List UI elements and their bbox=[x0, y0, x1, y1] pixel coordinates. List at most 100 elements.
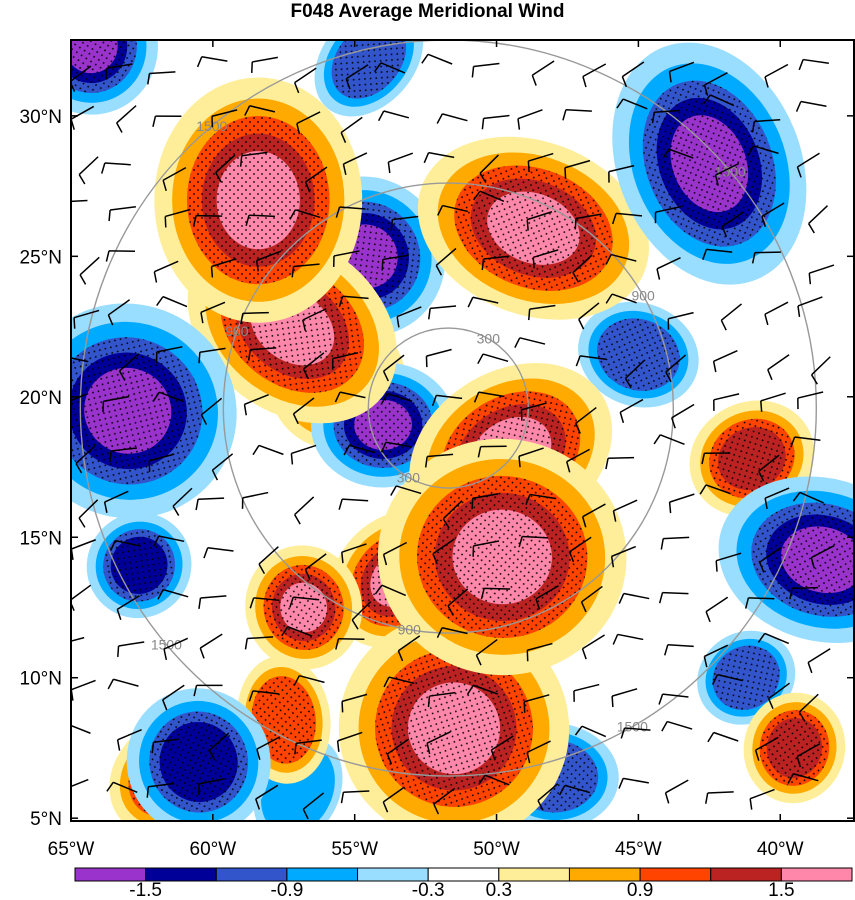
wind-barb bbox=[798, 693, 819, 722]
wind-barb bbox=[244, 636, 274, 650]
wind-barb bbox=[764, 301, 789, 326]
wind-barb bbox=[71, 357, 89, 363]
wind-barb bbox=[116, 729, 142, 751]
wind-barb bbox=[651, 109, 681, 124]
wind-barb bbox=[340, 116, 363, 143]
wind-barb bbox=[749, 788, 775, 810]
wind-barb bbox=[790, 436, 821, 448]
wind-barb bbox=[526, 211, 553, 231]
wind-barbs bbox=[71, 53, 835, 820]
wind-barb bbox=[624, 359, 645, 389]
x-tick-label: 50°W bbox=[473, 839, 520, 860]
wind-barb bbox=[164, 208, 191, 228]
wind-barb bbox=[248, 690, 279, 702]
wind-barb bbox=[351, 601, 372, 630]
range-ring-label: 300 bbox=[477, 331, 501, 347]
wind-barb bbox=[447, 588, 469, 616]
wind-barb bbox=[432, 538, 455, 565]
wind-barb bbox=[118, 353, 140, 381]
wind-barb bbox=[387, 152, 414, 174]
x-tick-label: 60°W bbox=[190, 839, 237, 860]
wind-barb bbox=[481, 255, 510, 271]
wind-barb bbox=[239, 151, 268, 167]
wind-barb bbox=[293, 674, 325, 686]
wind-barb bbox=[616, 98, 648, 110]
wind-barb bbox=[810, 544, 835, 569]
wind-barb bbox=[702, 248, 733, 260]
wind-barb bbox=[302, 792, 325, 820]
wind-barb bbox=[377, 110, 410, 122]
wind-barb bbox=[153, 535, 185, 547]
wind-barb bbox=[374, 584, 407, 597]
plot-frame bbox=[70, 39, 855, 822]
wind-barb bbox=[581, 503, 606, 528]
wind-barb bbox=[795, 100, 827, 112]
wind-barb bbox=[107, 678, 139, 690]
wind-barb bbox=[520, 402, 547, 421]
wind-barb bbox=[573, 683, 600, 702]
wind-barb bbox=[653, 434, 685, 446]
wind-barb bbox=[373, 62, 406, 74]
significance-stipple bbox=[718, 427, 786, 491]
field-blob bbox=[578, 301, 699, 408]
wind-barb bbox=[618, 592, 650, 604]
wind-barb bbox=[79, 256, 100, 285]
wind-barb bbox=[527, 152, 554, 173]
wind-barb bbox=[658, 591, 689, 604]
wind-barb bbox=[249, 597, 280, 609]
wind-barb bbox=[798, 58, 829, 71]
wind-barb bbox=[382, 786, 405, 813]
wind-barb bbox=[754, 736, 779, 761]
y-tick-label: 20°N bbox=[20, 388, 62, 409]
field-blob bbox=[743, 692, 846, 804]
wind-barb bbox=[107, 299, 130, 326]
wind-barb bbox=[611, 212, 643, 225]
wind-barb bbox=[334, 391, 366, 403]
wind-barb bbox=[787, 773, 819, 784]
wind-barb bbox=[75, 445, 96, 474]
significance-stipple bbox=[452, 509, 552, 605]
wind-barb bbox=[425, 348, 452, 368]
wind-barb bbox=[572, 254, 593, 283]
wind-barb bbox=[703, 94, 735, 107]
wind-barb bbox=[564, 159, 591, 179]
wind-barb bbox=[211, 109, 238, 128]
wind-barb bbox=[467, 296, 499, 308]
wind-barb bbox=[664, 779, 689, 804]
wind-barb bbox=[247, 347, 277, 361]
wind-barb bbox=[767, 354, 790, 381]
wind-barb bbox=[302, 352, 325, 380]
wind-barb bbox=[155, 346, 183, 363]
colorbar-label: 0.3 bbox=[486, 880, 512, 900]
wind-barb bbox=[531, 60, 555, 86]
wind-barb bbox=[203, 546, 234, 559]
wind-barb bbox=[241, 491, 269, 509]
y-tick-label: 15°N bbox=[20, 528, 62, 549]
significance-stipple bbox=[216, 151, 300, 250]
field-blob bbox=[417, 136, 649, 320]
wind-barb bbox=[198, 777, 225, 795]
wind-barb bbox=[472, 190, 505, 203]
wind-barb bbox=[471, 62, 500, 78]
wind-barb bbox=[244, 105, 276, 116]
field-blob bbox=[71, 40, 158, 115]
wind-barb bbox=[621, 61, 645, 88]
range-ring-label: 900 bbox=[398, 622, 422, 638]
wind-barb bbox=[152, 115, 182, 128]
wind-barb bbox=[390, 485, 422, 496]
wind-barb bbox=[751, 251, 781, 264]
wind-barb bbox=[720, 303, 743, 331]
wind-barb bbox=[342, 152, 368, 175]
wind-barb bbox=[789, 586, 819, 600]
wind-barb bbox=[714, 162, 740, 186]
wind-barb bbox=[116, 595, 140, 620]
wind-barb bbox=[335, 638, 365, 650]
wind-barb bbox=[163, 637, 189, 661]
wind-barb bbox=[758, 546, 782, 573]
wind-barb bbox=[605, 293, 637, 304]
wind-barb bbox=[341, 693, 368, 713]
wind-barb bbox=[345, 64, 369, 90]
wind-barb bbox=[757, 632, 790, 645]
wind-barb bbox=[73, 309, 100, 329]
